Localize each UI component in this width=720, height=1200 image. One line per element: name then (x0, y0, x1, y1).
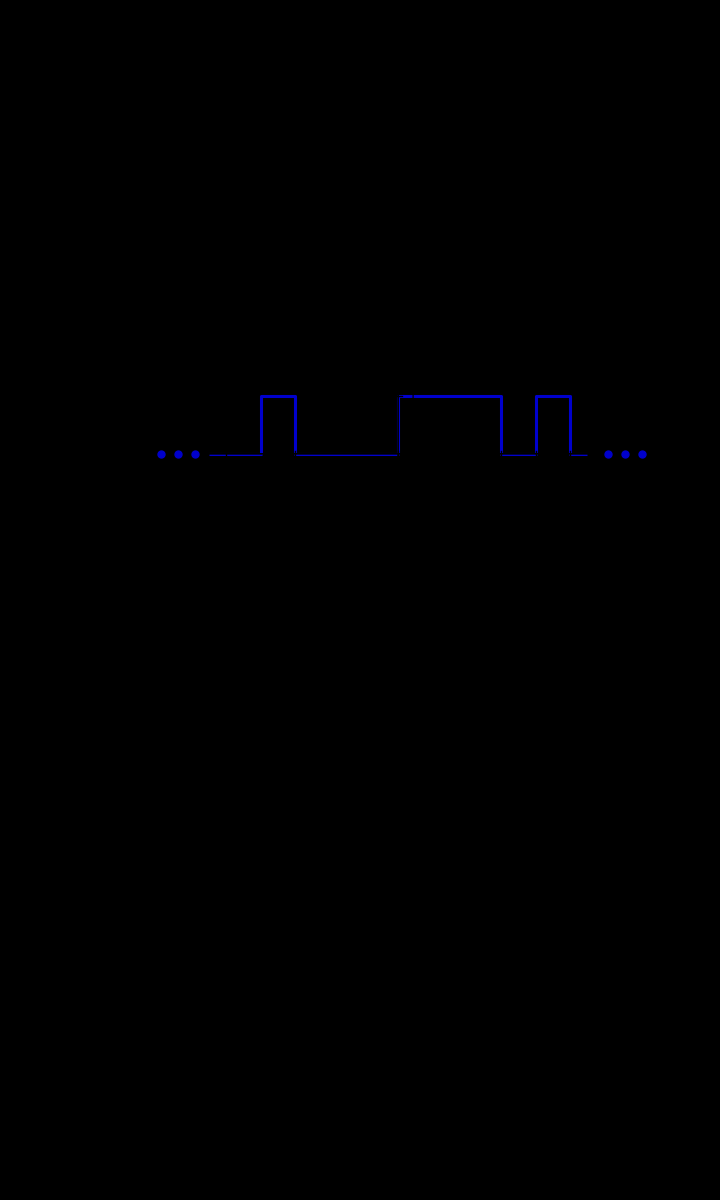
Text: x(t): x(t) (384, 360, 415, 374)
Text: Aₙ cos(nθ + φₙ): Aₙ cos(nθ + φₙ) (638, 704, 720, 719)
Text: b)  Find an expression for the Fourier coefficients  cₙ: b) Find an expression for the Fourier co… (30, 600, 392, 614)
Text: n=0: n=0 (615, 718, 636, 727)
Text: n = 0,1,2,3,4,5 . Write a Fourier series expansion in the form x(θ) = Σ: n = 0,1,2,3,4,5 . Write a Fourier series… (30, 704, 531, 719)
Text: 5: 5 (617, 701, 624, 710)
Text: -3: -3 (289, 462, 301, 475)
Text: n=0: n=0 (240, 784, 261, 794)
Text: -5: -5 (220, 462, 233, 475)
Text: a)  Take the signal from the time domain to the θ domain.: a) Take the signal from the time domain … (30, 577, 432, 590)
Text: We wish to obtain the signal harmonics via the Fourier Series.: We wish to obtain the signal harmonics v… (30, 535, 459, 550)
Text: 5: 5 (566, 462, 574, 475)
Text: the form  x(t) = Σ: the form x(t) = Σ (30, 772, 174, 786)
Text: e)  Take the signal back to the time domain. Write a Fourier series expansion in: e) Take the signal back to the time doma… (30, 748, 581, 762)
Text: Aₙ cos(nω₀t + φₙ): Aₙ cos(nω₀t + φₙ) (263, 772, 383, 786)
Text: 3: 3 (498, 462, 505, 475)
Text: 0: 0 (394, 462, 402, 475)
Text: Figure 1: Periodic signal: Figure 1: Periodic signal (285, 502, 435, 515)
Text: t: t (672, 458, 677, 473)
Text: -4: -4 (246, 402, 257, 415)
Text: Consider the periodic signal  x(t) depicted in Figure 1.: Consider the periodic signal x(t) depict… (30, 326, 404, 341)
Text: Use this expression to find  c₀,c₁,c₂,c₃,c₄,c₅ in polar form: Use this expression to find c₀,c₁,c₂,c₃,… (30, 620, 439, 634)
Text: 1: 1 (408, 389, 416, 402)
Text: 5: 5 (243, 767, 250, 778)
Text: Fourier Series- Exponential Form: Fourier Series- Exponential Form (30, 308, 288, 322)
Text: d)  From these plots, obtain the first harmonics (amplitude and phase) for: d) From these plots, obtain the first ha… (30, 678, 543, 692)
Text: c)  Plot |cₙ| and ∠cₙ  as a function of n for  n = 0,1,2,3,4,5: c) Plot |cₙ| and ∠cₙ as a function of n … (30, 655, 428, 670)
Text: 4: 4 (531, 462, 539, 475)
